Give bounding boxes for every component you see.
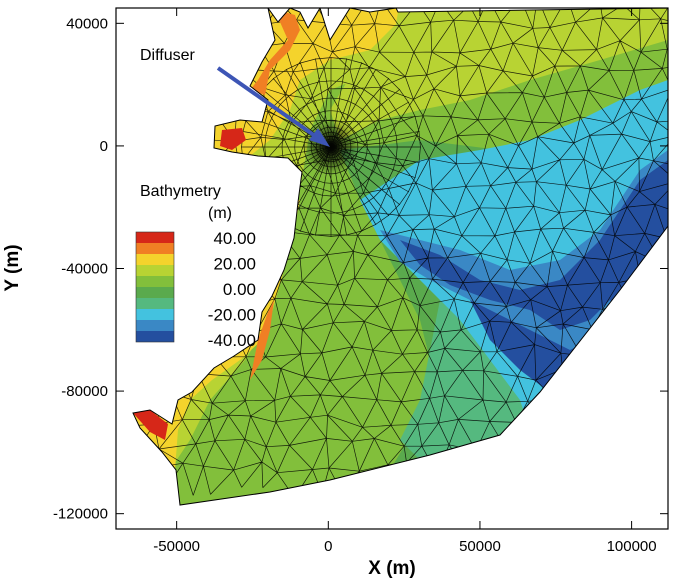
legend-swatch (136, 287, 174, 298)
bathymetry-band-red-spot (220, 128, 246, 150)
legend-unit: (m) (208, 205, 232, 222)
legend-entry-label: -40.00 (208, 331, 256, 350)
legend-colorbar (135, 231, 175, 343)
legend-entry-label: 20.00 (213, 255, 256, 274)
y-tick-label: 0 (100, 138, 108, 155)
legend-swatch (136, 265, 174, 276)
diffuser-arrow-head (309, 128, 330, 147)
bathymetry-band-red-sw (133, 410, 168, 440)
diffuser-mesh-refinement (303, 119, 359, 175)
x-axis-ticks: -50000 0 50000 100000 (153, 8, 657, 555)
diffuser-label: Diffuser (140, 47, 196, 64)
domain-outline (132, 8, 668, 506)
bathymetry-band-orange-sw (250, 300, 274, 380)
y-tick-label: -80000 (61, 383, 108, 400)
diffuser-arrow-shaft (216, 66, 320, 140)
legend-entry-label: 0.00 (223, 280, 256, 299)
legend-labels: 40.00 20.00 0.00 -20.00 -40.00 (208, 229, 256, 350)
x-tick-label: 0 (324, 538, 332, 555)
legend-entry-label: -20.00 (208, 306, 256, 325)
x-tick-label: 100000 (607, 538, 657, 555)
legend-swatch (136, 232, 174, 243)
bathymetry-map (132, 8, 668, 506)
y-tick-label: -40000 (61, 261, 108, 278)
y-tick-label: 40000 (66, 15, 108, 32)
y-tick-label: -120000 (53, 506, 108, 523)
legend-swatch (136, 243, 174, 254)
bathymetry-band-red-coast (250, 8, 300, 95)
legend-swatch (136, 298, 174, 309)
x-tick-label: -50000 (153, 538, 200, 555)
bathymetry-band-deep (400, 160, 668, 360)
y-axis-title: Y (m) (2, 244, 23, 291)
legend-swatch (136, 320, 174, 331)
legend-colorbar-frame (135, 231, 175, 343)
x-axis-title: X (m) (368, 558, 416, 579)
legend-swatch (136, 254, 174, 265)
x-tick-label: 50000 (459, 538, 501, 555)
bathymetry-legend: Bathymetry (m) 40.00 20.00 0.00 -20.00 -40.0… (135, 183, 256, 350)
legend-title: Bathymetry (140, 183, 221, 200)
legend-entry-label: 40.00 (213, 229, 256, 248)
legend-swatch (136, 276, 174, 287)
y-axis-ticks: 40000 0 -40000 -80000 -120000 (53, 15, 668, 523)
legend-swatch (136, 331, 174, 342)
legend-swatch (136, 309, 174, 320)
